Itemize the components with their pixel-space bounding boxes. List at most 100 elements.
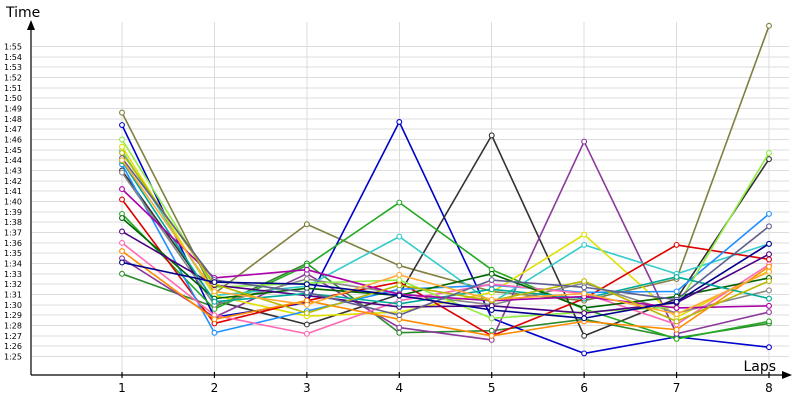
- data-point: [766, 318, 772, 325]
- data-point: [119, 157, 125, 164]
- y-tick-label: 1:41: [4, 187, 22, 196]
- data-point: [211, 329, 218, 336]
- series-line: [121, 250, 770, 337]
- y-tick-label: 1:39: [4, 208, 22, 217]
- series-17: [119, 158, 772, 307]
- data-point: [673, 241, 680, 248]
- x-axis-title: Laps: [743, 359, 776, 375]
- data-point: [396, 271, 403, 278]
- data-point: [119, 169, 125, 176]
- data-point: [119, 136, 125, 143]
- data-point: [119, 186, 125, 193]
- y-tick-label: 1:29: [4, 311, 22, 320]
- series-lines: [119, 22, 772, 357]
- data-point: [766, 22, 772, 29]
- data-point: [488, 315, 495, 322]
- data-point: [766, 309, 772, 316]
- data-point: [119, 122, 125, 128]
- x-tick-label: 3: [303, 381, 311, 395]
- data-point: [211, 279, 218, 286]
- x-axis-arrow: [782, 371, 792, 379]
- series-line: [121, 198, 770, 337]
- y-tick-label: 1:43: [4, 167, 22, 176]
- data-point: [488, 332, 495, 339]
- data-point: [673, 326, 680, 333]
- y-tick-label: 1:35: [4, 249, 22, 258]
- data-point: [581, 315, 588, 322]
- data-point: [119, 149, 125, 156]
- data-point: [303, 221, 310, 228]
- data-point: [766, 240, 772, 247]
- y-tick-label: 1:37: [4, 229, 22, 238]
- data-point: [673, 288, 680, 295]
- y-tick-label: 1:44: [4, 156, 22, 165]
- axes: [27, 20, 792, 379]
- data-point: [581, 138, 588, 145]
- x-tick-label: 7: [673, 381, 681, 395]
- data-point: [119, 248, 125, 255]
- x-tick-label: 5: [488, 381, 496, 395]
- data-point: [119, 270, 125, 277]
- data-point: [396, 324, 403, 331]
- y-tick-label: 1:50: [4, 94, 22, 103]
- data-point: [396, 292, 403, 299]
- y-tick-label: 1:32: [4, 280, 22, 289]
- data-point: [488, 270, 495, 277]
- data-point: [581, 350, 588, 357]
- data-point: [119, 143, 125, 150]
- data-point: [303, 281, 310, 288]
- y-tick-label: 1:55: [4, 43, 22, 52]
- y-tick-label: 1:26: [4, 342, 22, 351]
- data-point: [766, 268, 772, 275]
- data-point: [303, 266, 310, 273]
- data-point: [396, 277, 403, 283]
- x-tick-label: 2: [211, 381, 219, 395]
- data-point: [673, 335, 680, 342]
- data-point: [581, 310, 588, 317]
- y-axis-arrow: [27, 20, 35, 30]
- data-point: [673, 318, 680, 325]
- series-line: [121, 140, 770, 341]
- series-line: [121, 201, 770, 340]
- series-line: [121, 121, 770, 355]
- data-point: [488, 307, 495, 313]
- data-point: [396, 233, 403, 240]
- y-tick-label: 1:33: [4, 270, 22, 279]
- data-point: [303, 310, 310, 317]
- axis-labels: 1:25 1:261:271:28 1:291:301:31 1:321:331:34…: [4, 5, 776, 395]
- y-tick-label: 1:45: [4, 146, 22, 155]
- data-point: [581, 241, 588, 248]
- x-tick-label: 6: [580, 381, 588, 395]
- y-tick-label: 1:27: [4, 332, 22, 341]
- data-point: [119, 215, 125, 221]
- data-point: [766, 295, 772, 302]
- y-tick-label: 1:52: [4, 74, 22, 83]
- data-point: [119, 196, 125, 203]
- data-point: [673, 298, 680, 305]
- data-point: [303, 321, 310, 328]
- series-22: [119, 240, 772, 322]
- data-point: [488, 277, 495, 283]
- data-point: [119, 109, 125, 116]
- y-tick-label: 1:48: [4, 115, 22, 124]
- data-point: [396, 118, 403, 125]
- y-tick-label: 1:25: [4, 353, 22, 362]
- series-19: [119, 149, 772, 325]
- data-point: [396, 300, 403, 307]
- data-point: [396, 282, 403, 289]
- data-point: [766, 149, 772, 156]
- data-point: [766, 302, 772, 309]
- y-tick-label: 1:31: [4, 291, 22, 300]
- data-point: [303, 301, 310, 308]
- data-point: [766, 210, 772, 217]
- data-point: [673, 311, 680, 318]
- y-tick-label: 1:42: [4, 177, 22, 186]
- y-tick-label: 1:51: [4, 84, 22, 93]
- y-tick-label: 1:49: [4, 105, 22, 114]
- y-tick-label: 1:36: [4, 239, 22, 248]
- data-point: [119, 228, 125, 235]
- series-6: [119, 199, 772, 342]
- data-point: [766, 156, 772, 163]
